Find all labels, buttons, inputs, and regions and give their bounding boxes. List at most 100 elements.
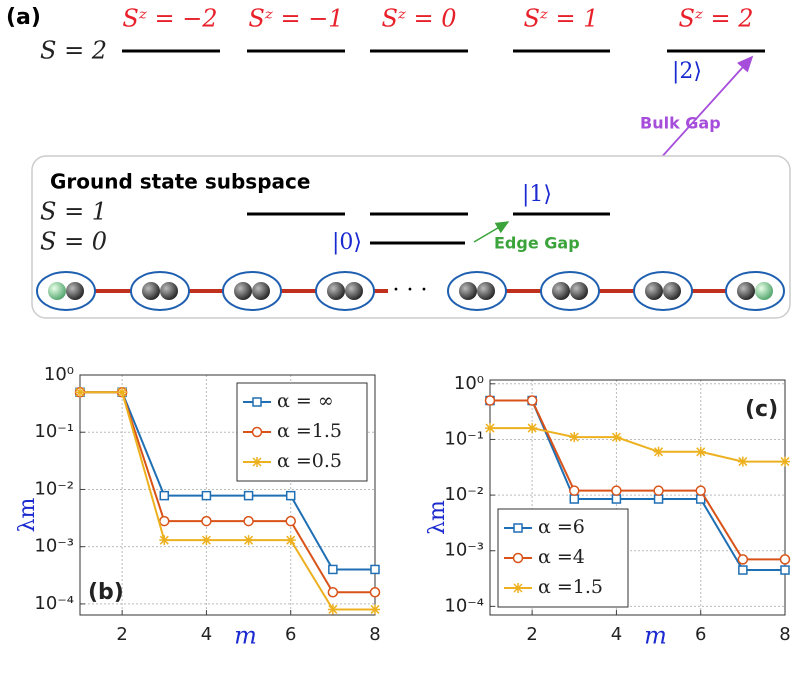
- marker: [159, 490, 170, 501]
- y-tick-label: 10⁻¹: [444, 428, 484, 449]
- marker: [737, 456, 748, 467]
- marker: [611, 485, 622, 496]
- marker: [201, 535, 212, 546]
- spin: [477, 282, 495, 300]
- marker: [737, 554, 749, 565]
- s-label: S = 0: [40, 228, 107, 256]
- x-tick-label: 2: [116, 624, 127, 645]
- ket: |1⟩: [522, 182, 552, 207]
- x-tick-label: 4: [611, 624, 622, 645]
- sz-label: Sᶻ = 1: [523, 5, 598, 33]
- y-tick-label: 10⁻²: [444, 484, 484, 505]
- spin-chain: · · ·: [36, 271, 785, 311]
- panel-a: (a) Sᶻ = −2 Sᶻ = −1 Sᶻ = 0 Sᶻ = 1 Sᶻ = 2…: [6, 5, 791, 319]
- y-label: λm: [15, 497, 40, 532]
- y-tick-label: 10⁰: [454, 373, 484, 394]
- legend-label: α =4: [538, 546, 585, 568]
- marker: [243, 515, 254, 527]
- line: [490, 427, 785, 463]
- spin: [142, 282, 160, 300]
- x-tick-label: 6: [695, 624, 706, 645]
- spin: [737, 282, 755, 300]
- panel-label: (b): [88, 580, 124, 605]
- s-label: S = 1: [40, 198, 107, 226]
- sz-label: Sᶻ = −1: [248, 5, 343, 33]
- marker: [527, 423, 538, 434]
- marker: [159, 515, 170, 527]
- y-label: λm: [425, 500, 450, 535]
- spin: [327, 282, 345, 300]
- line: [80, 391, 375, 571]
- marker: [117, 387, 128, 398]
- marker: [569, 432, 580, 443]
- y-tick-label: 10⁻³: [34, 536, 74, 557]
- ellipsis: · · ·: [393, 278, 428, 303]
- spin: [663, 282, 681, 300]
- spin: [552, 282, 570, 300]
- spin: [570, 282, 588, 300]
- marker: [201, 490, 212, 501]
- marker: [159, 535, 170, 546]
- legend-label: α =0.5: [277, 450, 342, 472]
- spin: [755, 282, 773, 300]
- marker: [243, 490, 254, 501]
- marker: [369, 586, 381, 598]
- sz-label: Sᶻ = 0: [381, 5, 456, 33]
- legend-label: α =1.5: [538, 576, 603, 598]
- marker: [653, 494, 664, 504]
- marker: [201, 515, 212, 527]
- marker: [780, 456, 790, 467]
- sz-label: Sᶻ = −2: [122, 5, 217, 33]
- sz-label: Sᶻ = 2: [678, 5, 753, 33]
- y-tick-label: 10⁻²: [34, 478, 74, 499]
- x-tick-label: 6: [285, 624, 296, 645]
- x-label: m: [234, 622, 257, 650]
- marker: [611, 494, 622, 504]
- marker: [569, 494, 580, 504]
- panel-label: (c): [745, 397, 778, 422]
- marker: [75, 387, 85, 398]
- legend-label: α = ∞: [277, 390, 334, 412]
- line: [80, 391, 375, 611]
- ket: |0⟩: [332, 230, 362, 255]
- spin: [459, 282, 477, 300]
- spin: [66, 282, 84, 300]
- marker: [370, 604, 380, 615]
- arrow: [473, 221, 510, 243]
- marker: [285, 490, 296, 501]
- marker: [780, 565, 790, 575]
- edge-gap: Edge Gap: [494, 234, 580, 253]
- axes-box: [79, 374, 376, 616]
- box-title: Ground state subspace: [50, 170, 310, 194]
- marker: [653, 446, 664, 457]
- spin: [234, 282, 252, 300]
- marker: [569, 485, 580, 496]
- marker: [695, 485, 706, 496]
- ket: |2⟩: [672, 59, 702, 84]
- marker: [484, 395, 496, 406]
- s-label: S = 2: [40, 37, 107, 65]
- spin: [160, 282, 178, 300]
- x-label: m: [644, 622, 667, 650]
- bulk-gap: Bulk Gap: [640, 114, 721, 133]
- marker: [370, 564, 380, 575]
- line: [490, 399, 785, 561]
- marker: [328, 564, 338, 575]
- marker: [738, 565, 748, 575]
- marker: [695, 446, 706, 457]
- legend-marker: [252, 457, 262, 467]
- legend-marker: [513, 583, 523, 593]
- legend-marker: [251, 426, 263, 438]
- x-tick-label: 4: [201, 624, 212, 645]
- x-tick-label: 2: [526, 624, 537, 645]
- legend-marker: [513, 523, 523, 533]
- y-tick-label: 10⁻³: [444, 540, 484, 561]
- legend-label: α =1.5: [277, 420, 342, 442]
- panel-label: (a): [6, 5, 41, 30]
- y-tick-label: 10⁻¹: [34, 421, 74, 442]
- spin: [252, 282, 270, 300]
- marker: [327, 604, 338, 615]
- y-tick-label: 10⁻⁴: [444, 595, 484, 616]
- spin: [345, 282, 363, 300]
- marker: [285, 535, 296, 546]
